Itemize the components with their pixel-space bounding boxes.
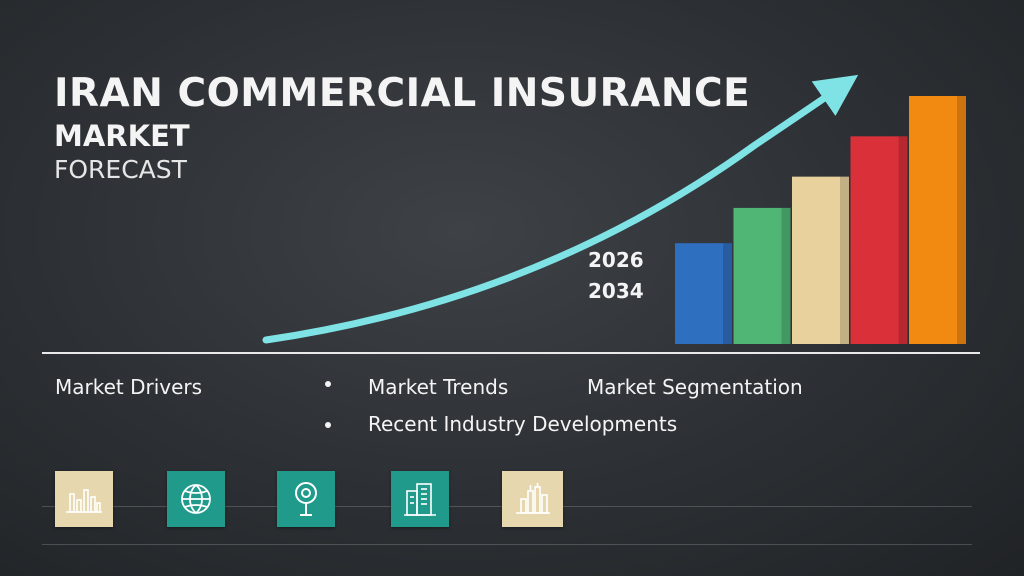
divider bbox=[42, 352, 980, 354]
bar-chart-icon bbox=[55, 471, 113, 527]
chart-bar-shade bbox=[898, 136, 908, 344]
building-icon bbox=[391, 471, 449, 527]
topic-market-drivers: Market Drivers bbox=[55, 375, 203, 399]
divider-faint bbox=[42, 544, 972, 545]
chart-bar bbox=[675, 243, 732, 344]
bullet bbox=[325, 381, 331, 387]
globe-icon bbox=[167, 471, 225, 527]
topic-recent-developments: Recent Industry Developments bbox=[368, 412, 678, 436]
bullet bbox=[325, 422, 331, 428]
topic-market-trends: Market Trends bbox=[368, 375, 509, 399]
chart-bar-shade bbox=[781, 207, 791, 344]
chart-bar bbox=[733, 207, 791, 344]
chart-bar bbox=[909, 96, 966, 344]
year-range: 2026 2034 bbox=[588, 245, 644, 307]
topic-market-segmentation: Market Segmentation bbox=[587, 375, 803, 399]
chart-bar-shade bbox=[840, 176, 849, 344]
trend-arrow bbox=[262, 74, 859, 344]
chart-bar-shade bbox=[723, 243, 732, 344]
title-block: IRAN COMMERCIAL INSURANCE MARKET FORECAS… bbox=[54, 70, 750, 186]
page-tagline: FORECAST bbox=[54, 155, 187, 184]
year-end: 2034 bbox=[588, 279, 644, 303]
factory-icon bbox=[502, 471, 563, 527]
chart-bar bbox=[850, 136, 908, 344]
year-start: 2026 bbox=[588, 248, 644, 272]
page-title: IRAN COMMERCIAL INSURANCE bbox=[54, 71, 751, 116]
chart-bar-shade bbox=[957, 96, 966, 344]
chart-bar bbox=[792, 176, 849, 344]
bar-series bbox=[675, 96, 966, 344]
page-subtitle: MARKET bbox=[54, 119, 190, 153]
location-pin-icon bbox=[277, 471, 335, 527]
